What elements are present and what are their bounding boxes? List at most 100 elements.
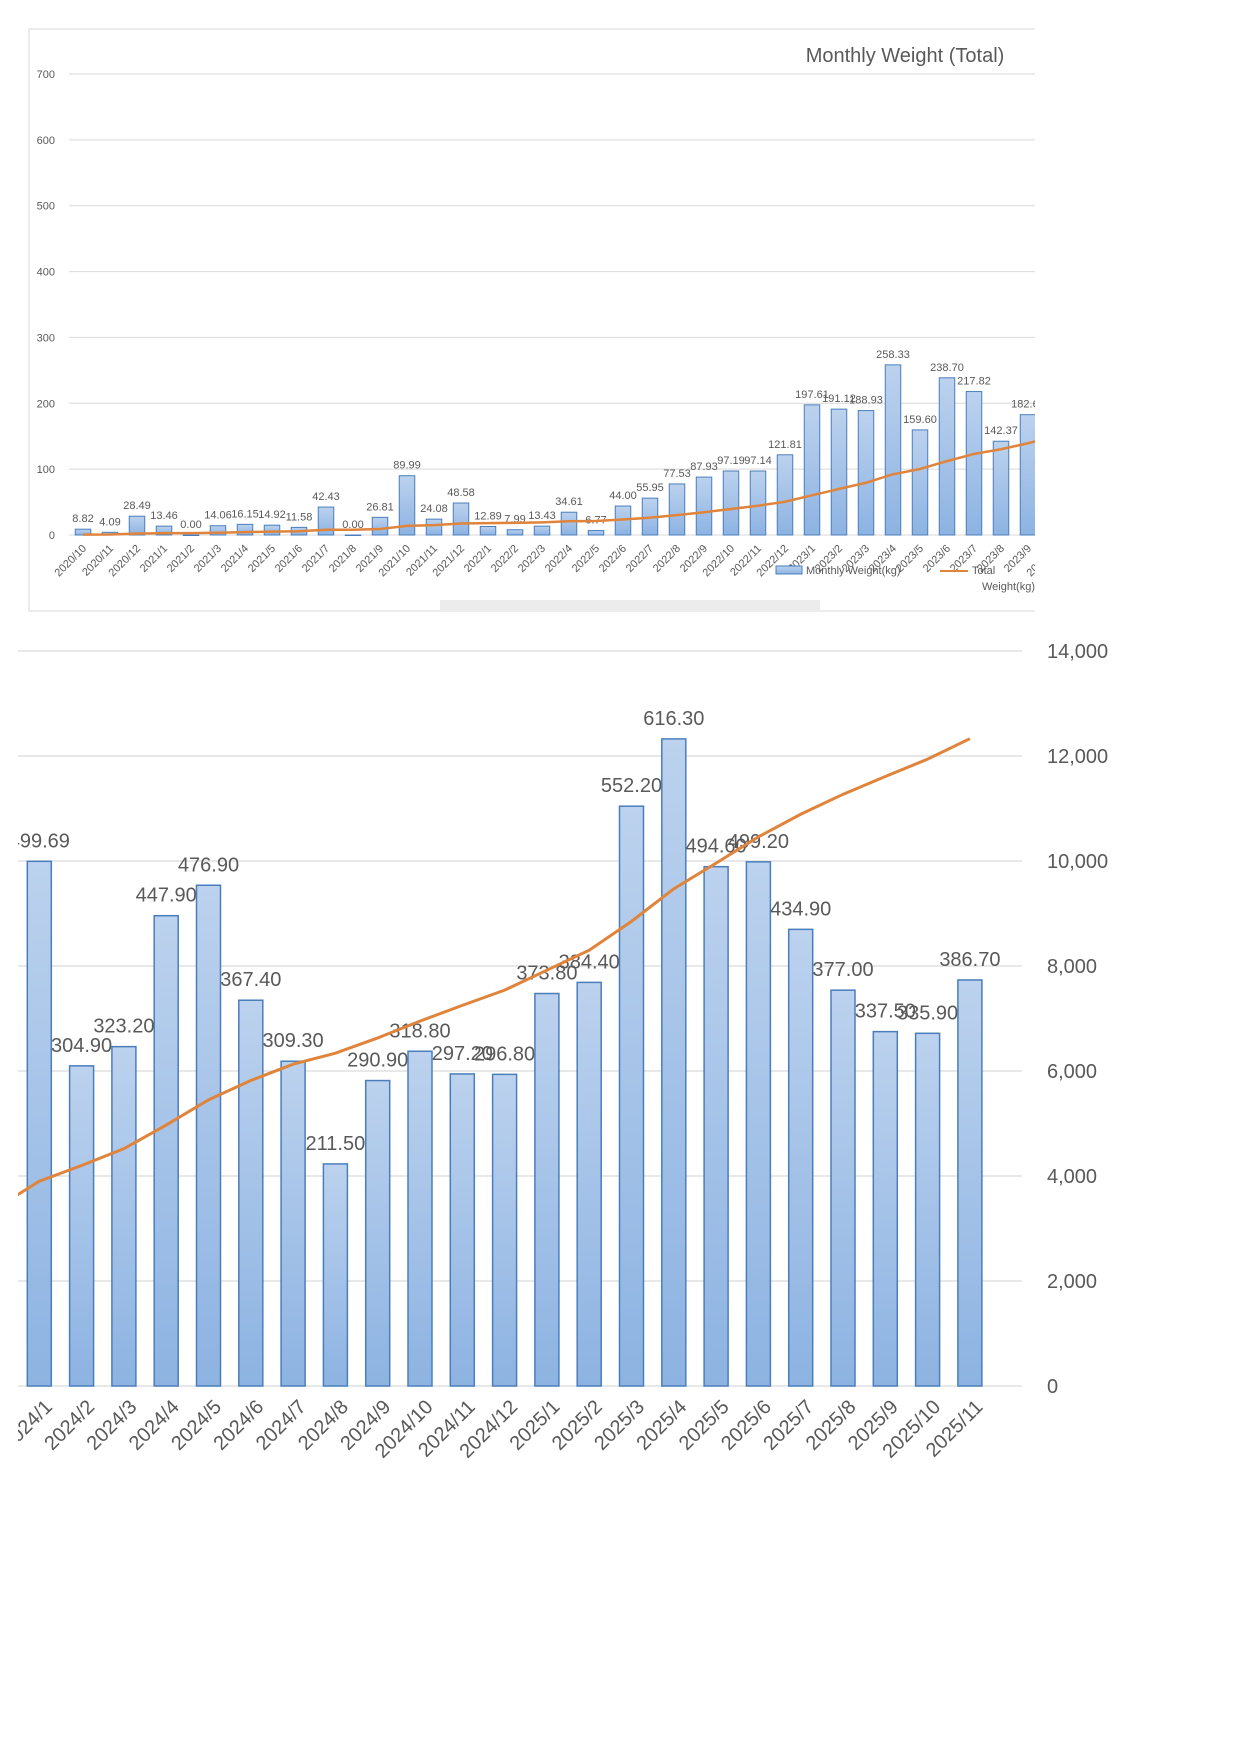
- bar: [576, 981, 602, 1387]
- bar: [587, 530, 605, 536]
- data-label: 44.00: [609, 490, 637, 502]
- y-tick-label: 100: [37, 464, 55, 476]
- data-label: 476.90: [178, 854, 239, 876]
- bar: [661, 738, 687, 1387]
- bar: [506, 529, 524, 536]
- bar: [195, 884, 222, 1387]
- bar: [857, 410, 875, 536]
- data-label: 13.43: [528, 510, 556, 522]
- data-label: 4.09: [99, 516, 120, 528]
- bar: [425, 518, 443, 536]
- data-label: 217.82: [957, 376, 991, 388]
- bar: [344, 534, 362, 536]
- bar: [618, 805, 645, 1387]
- bar: [111, 1045, 137, 1387]
- data-label: 323.20: [93, 1016, 154, 1038]
- bar: [236, 523, 254, 536]
- data-label: 97.19: [717, 455, 745, 467]
- bar: [830, 989, 856, 1387]
- data-label: 552.20: [601, 775, 662, 797]
- data-label: 197.61: [795, 389, 829, 401]
- data-label: 16.15: [231, 508, 259, 520]
- data-label: 191.12: [822, 393, 856, 405]
- bar: [0, 1204, 9, 1386]
- data-label: 0.00: [342, 519, 363, 531]
- bar: [884, 364, 902, 536]
- bar: [238, 999, 264, 1387]
- bar: [803, 404, 821, 536]
- data-label: 296.80: [474, 1043, 535, 1065]
- series-line-total: [18, 737, 971, 1197]
- data-label: 121.81: [768, 439, 802, 451]
- data-label: 28.49: [123, 500, 151, 512]
- y2-tick-label: 8,000: [1047, 956, 1097, 978]
- data-label: 48.58: [447, 487, 475, 499]
- y-tick-label: 300: [37, 332, 55, 344]
- bar: [280, 1060, 306, 1387]
- y-tick-label: 700: [37, 69, 55, 81]
- y-tick-label: 500: [37, 201, 55, 213]
- bar: [965, 391, 983, 536]
- y-tick-label: 0: [49, 530, 55, 542]
- bar: [153, 914, 179, 1387]
- data-label: 159.60: [903, 414, 937, 426]
- bar: [322, 1163, 349, 1387]
- x-tick-label: /: [0, 1396, 15, 1416]
- data-label: 238.70: [930, 362, 964, 374]
- bar: [911, 429, 929, 536]
- data-label: 386.70: [939, 949, 1000, 971]
- series-line-total: [82, 440, 1035, 536]
- bar: [938, 377, 956, 536]
- y-tick-label: 600: [37, 135, 55, 147]
- chart-monthly-weight-top: 01002003004005006007008.822020/104.09202…: [28, 28, 1035, 612]
- data-label: 188.93: [849, 395, 883, 407]
- chart-bottom-body: .78/499.692024/1304.902024/2323.202024/3…: [0, 708, 1000, 1463]
- data-label: 77.53: [663, 468, 691, 480]
- y-tick-label: 400: [37, 267, 55, 279]
- data-label: 335.90: [897, 1002, 958, 1024]
- bar: [155, 525, 173, 536]
- bar: [479, 526, 497, 536]
- data-label: 87.93: [690, 461, 718, 473]
- bar: [992, 440, 1010, 536]
- chart-title: Monthly Weight (Total): [806, 45, 1005, 67]
- data-label: 97.14: [744, 455, 772, 467]
- data-label: 499.69: [9, 830, 70, 852]
- data-label: 297.20: [432, 1043, 493, 1065]
- data-label: 0.00: [180, 519, 201, 531]
- data-label: 211.50: [306, 1133, 366, 1155]
- data-label: 309.30: [263, 1030, 324, 1052]
- y2-tick-label: 10,000: [1047, 851, 1108, 873]
- data-label: 367.40: [220, 969, 281, 991]
- legend-bar-swatch: [775, 565, 803, 575]
- bar: [398, 475, 416, 536]
- data-label: 377.00: [812, 959, 873, 981]
- data-label: 26.81: [366, 501, 394, 513]
- data-label: 24.08: [420, 503, 448, 515]
- data-label: 34.61: [555, 496, 583, 508]
- y2-tick-label: 6,000: [1047, 1061, 1097, 1083]
- y2-tick-label: 12,000: [1047, 746, 1108, 768]
- bar: [449, 1073, 476, 1387]
- bar: [491, 1073, 518, 1387]
- bar: [749, 470, 767, 536]
- data-label: 42.43: [312, 491, 340, 503]
- legend-label-monthly: Monthly Weight(kg): [806, 565, 901, 577]
- scroll-shadow: [440, 600, 820, 612]
- legend-label-weight: Weight(kg): [982, 581, 1035, 593]
- data-label: 318.80: [389, 1020, 450, 1042]
- bar: [407, 1050, 433, 1387]
- legend-label-total: Total: [972, 565, 995, 577]
- bar: [534, 992, 560, 1387]
- bar: [703, 865, 729, 1387]
- bar: [182, 534, 200, 536]
- y2-tick-label: 2,000: [1047, 1271, 1097, 1293]
- bar: [776, 454, 794, 536]
- data-label: 8.82: [72, 513, 93, 525]
- bar: [872, 1030, 899, 1387]
- y2-tick-label: 14,000: [1047, 641, 1108, 663]
- bar: [830, 408, 848, 536]
- data-label: 434.90: [770, 898, 831, 920]
- data-label: 11.58: [286, 511, 313, 523]
